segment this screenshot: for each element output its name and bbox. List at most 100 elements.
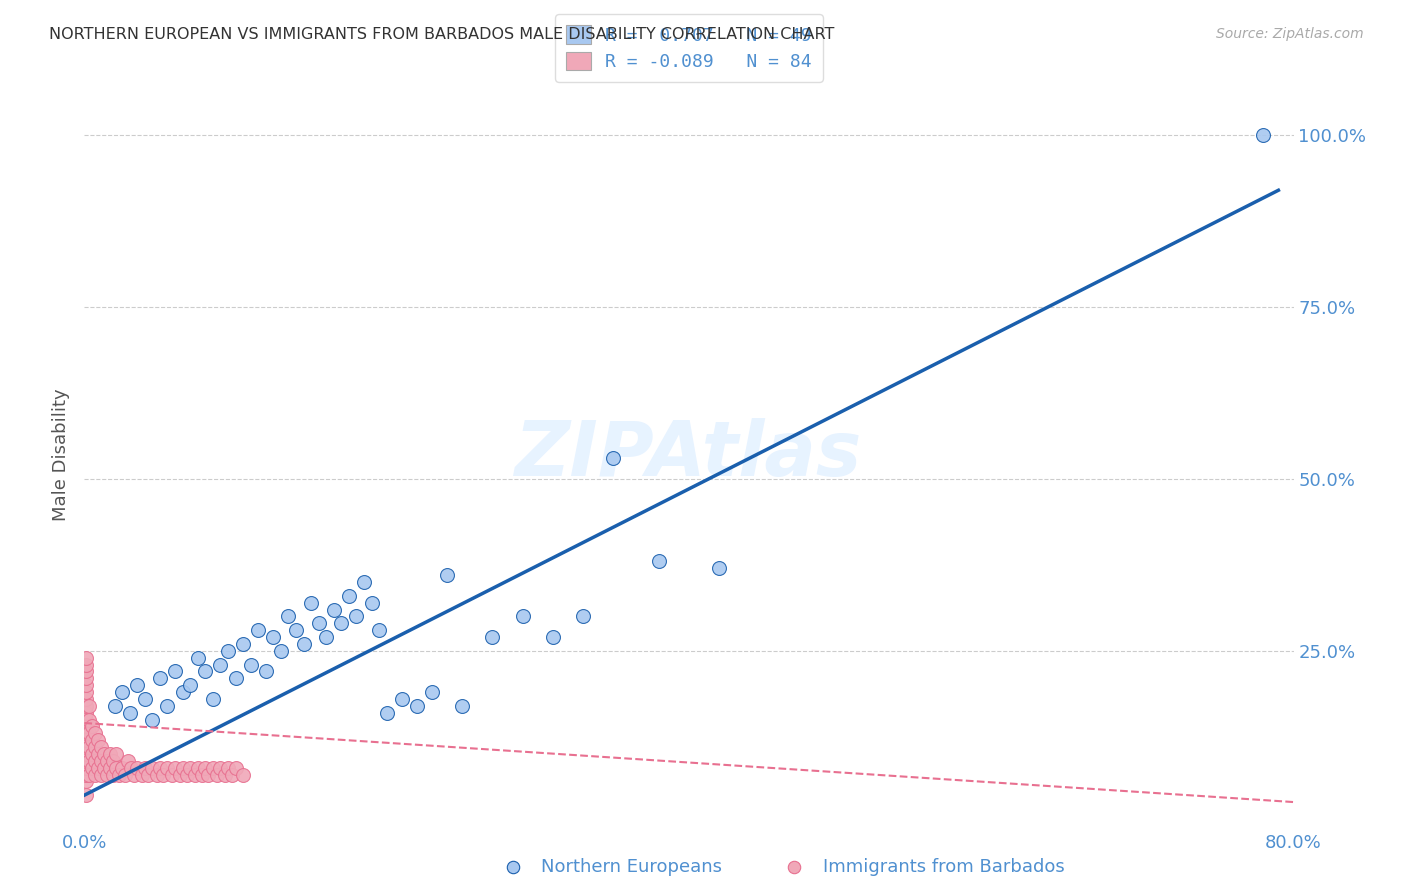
Point <box>136 767 159 781</box>
Point <box>75 726 97 740</box>
Point <box>75 650 97 665</box>
Point <box>368 624 391 638</box>
Point <box>75 698 97 713</box>
Point <box>292 637 315 651</box>
Point <box>214 767 236 781</box>
Point <box>156 761 179 775</box>
Point <box>353 575 375 590</box>
Point <box>75 719 97 733</box>
Point <box>111 685 134 699</box>
Point <box>146 767 169 781</box>
Point <box>451 698 474 713</box>
Point <box>225 761 247 775</box>
Point <box>337 589 360 603</box>
Point <box>96 767 118 781</box>
Point <box>176 767 198 781</box>
Point <box>360 596 382 610</box>
Point <box>481 630 503 644</box>
Point <box>201 692 224 706</box>
Point <box>406 698 429 713</box>
Point <box>75 767 97 781</box>
Point <box>1253 128 1275 143</box>
Point <box>330 616 353 631</box>
Point <box>80 761 103 775</box>
Point <box>134 761 156 775</box>
Point <box>108 767 131 781</box>
Point <box>191 767 214 781</box>
Point <box>111 761 134 775</box>
Point <box>80 719 103 733</box>
Point <box>90 740 112 755</box>
Point <box>75 665 97 679</box>
Point <box>127 761 149 775</box>
Point <box>209 761 232 775</box>
Point <box>93 761 115 775</box>
Point <box>141 761 163 775</box>
Point <box>77 713 100 727</box>
Point <box>75 747 97 761</box>
Point <box>232 767 254 781</box>
Point <box>225 671 247 685</box>
Point <box>436 568 458 582</box>
Point <box>149 761 172 775</box>
Point <box>80 733 103 747</box>
Point <box>572 609 595 624</box>
Point <box>75 774 97 789</box>
Point <box>541 630 564 644</box>
Point <box>197 767 219 781</box>
Point <box>172 761 194 775</box>
Point <box>75 733 97 747</box>
Point <box>75 671 97 685</box>
Point <box>783 860 806 874</box>
Point <box>156 698 179 713</box>
Point <box>75 754 97 768</box>
Point <box>194 665 217 679</box>
Point <box>87 761 110 775</box>
Point <box>98 761 121 775</box>
Point <box>172 685 194 699</box>
Point <box>285 624 308 638</box>
Point <box>122 767 145 781</box>
Point <box>201 761 224 775</box>
Point <box>299 596 322 610</box>
Point <box>165 761 187 775</box>
Point <box>602 451 624 466</box>
Point <box>90 754 112 768</box>
Text: Northern Europeans: Northern Europeans <box>541 858 723 876</box>
Point <box>87 733 110 747</box>
Point <box>183 767 205 781</box>
Point <box>90 767 112 781</box>
Point <box>114 767 136 781</box>
Point <box>152 767 174 781</box>
Point <box>420 685 443 699</box>
Point <box>346 609 368 624</box>
Point <box>77 740 100 755</box>
Point <box>101 767 124 781</box>
Point <box>254 665 277 679</box>
Point <box>101 754 124 768</box>
Point <box>165 665 187 679</box>
Point <box>308 616 330 631</box>
Point <box>77 698 100 713</box>
Legend: R =  0.707   N = 49, R = -0.089   N = 84: R = 0.707 N = 49, R = -0.089 N = 84 <box>555 14 823 82</box>
Point <box>96 754 118 768</box>
Point <box>77 754 100 768</box>
Point <box>262 630 284 644</box>
Point <box>247 624 270 638</box>
Point <box>207 767 229 781</box>
Point <box>84 726 107 740</box>
Point <box>75 678 97 692</box>
Point <box>134 692 156 706</box>
Point <box>277 609 299 624</box>
Point <box>120 761 142 775</box>
Point <box>709 561 731 575</box>
Point <box>98 747 121 761</box>
Point <box>131 767 153 781</box>
Point <box>187 761 209 775</box>
Point <box>75 761 97 775</box>
Point <box>105 747 128 761</box>
Point <box>391 692 413 706</box>
Point <box>84 767 107 781</box>
Point <box>239 657 262 672</box>
Point <box>84 754 107 768</box>
